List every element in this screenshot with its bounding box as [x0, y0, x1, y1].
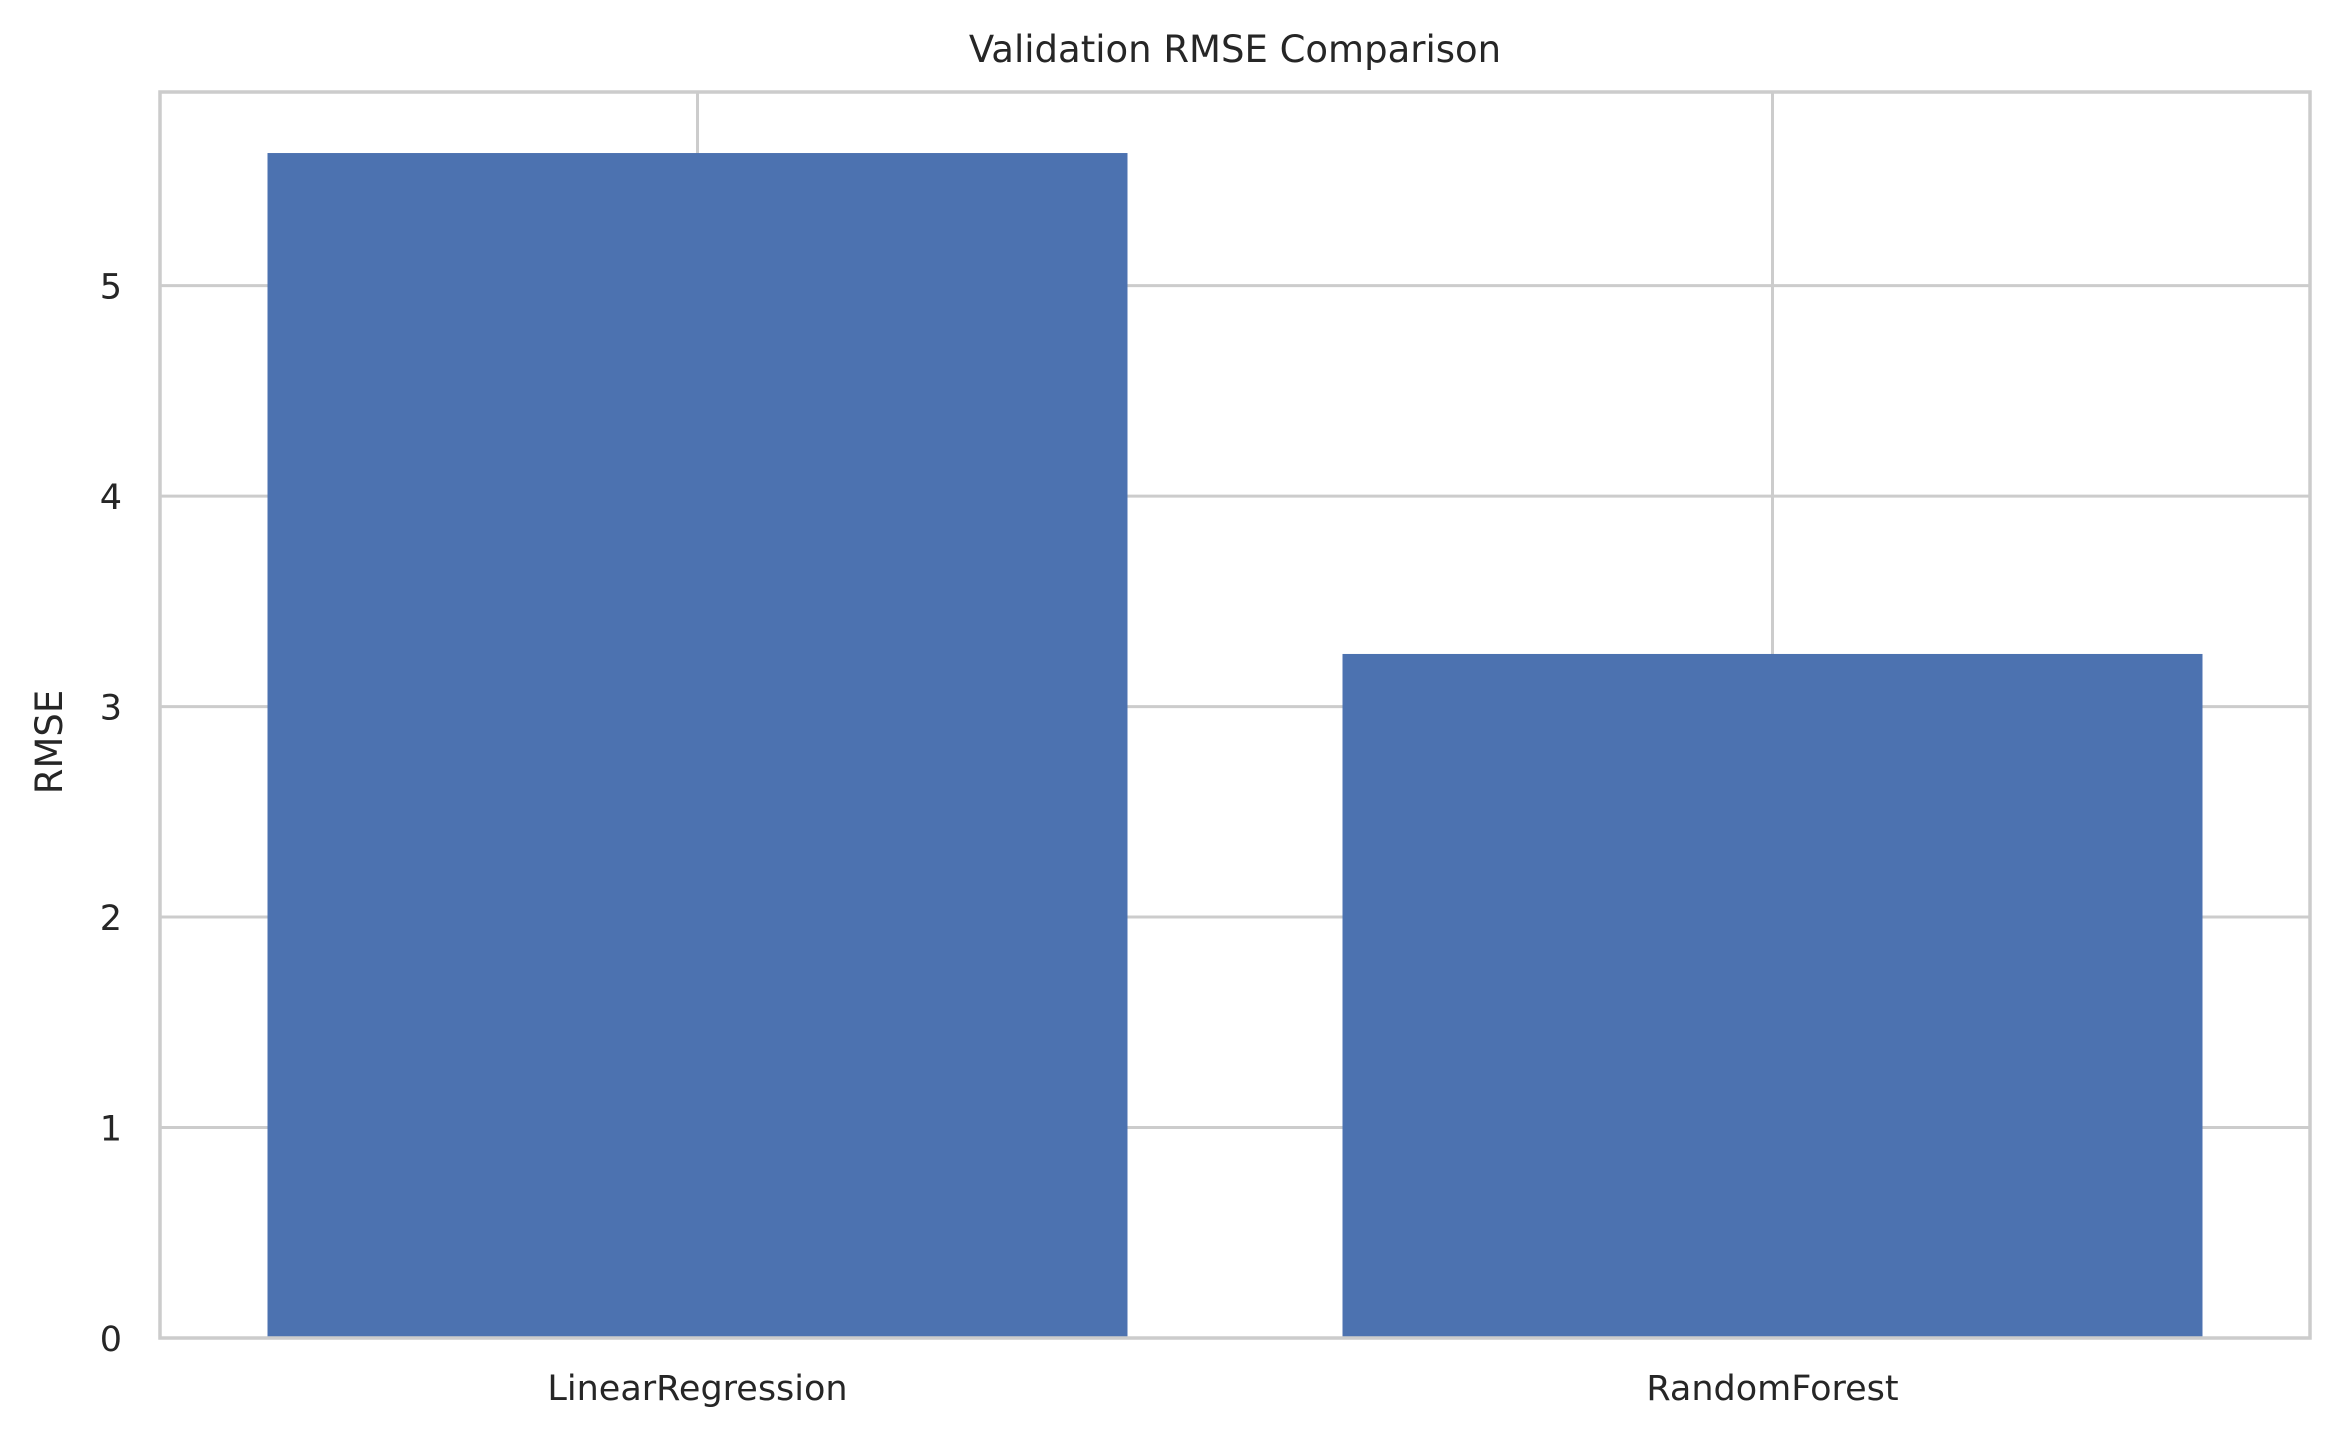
x-axis-ticks: LinearRegression RandomForest	[547, 1369, 1898, 1409]
y-axis-label: RMSE	[28, 690, 71, 795]
y-tick-label: 0	[100, 1320, 122, 1360]
y-tick-label: 3	[100, 689, 122, 729]
chart-title: Validation RMSE Comparison	[969, 28, 1501, 71]
y-axis-ticks: 0 1 2 3 4 5	[100, 268, 122, 1360]
bar-layer	[267, 153, 2203, 1339]
axes-frame	[158, 90, 2312, 1340]
bar-linearregression	[267, 153, 1128, 1339]
plot-frame	[158, 90, 2312, 1340]
y-tick-label: 4	[100, 478, 122, 518]
x-tick-label: RandomForest	[1646, 1369, 1898, 1409]
y-tick-label: 1	[100, 1110, 122, 1150]
y-tick-label: 5	[100, 268, 122, 308]
x-tick-label: LinearRegression	[547, 1369, 847, 1409]
bar-randomforest	[1342, 653, 2203, 1338]
y-tick-label: 2	[100, 899, 122, 939]
